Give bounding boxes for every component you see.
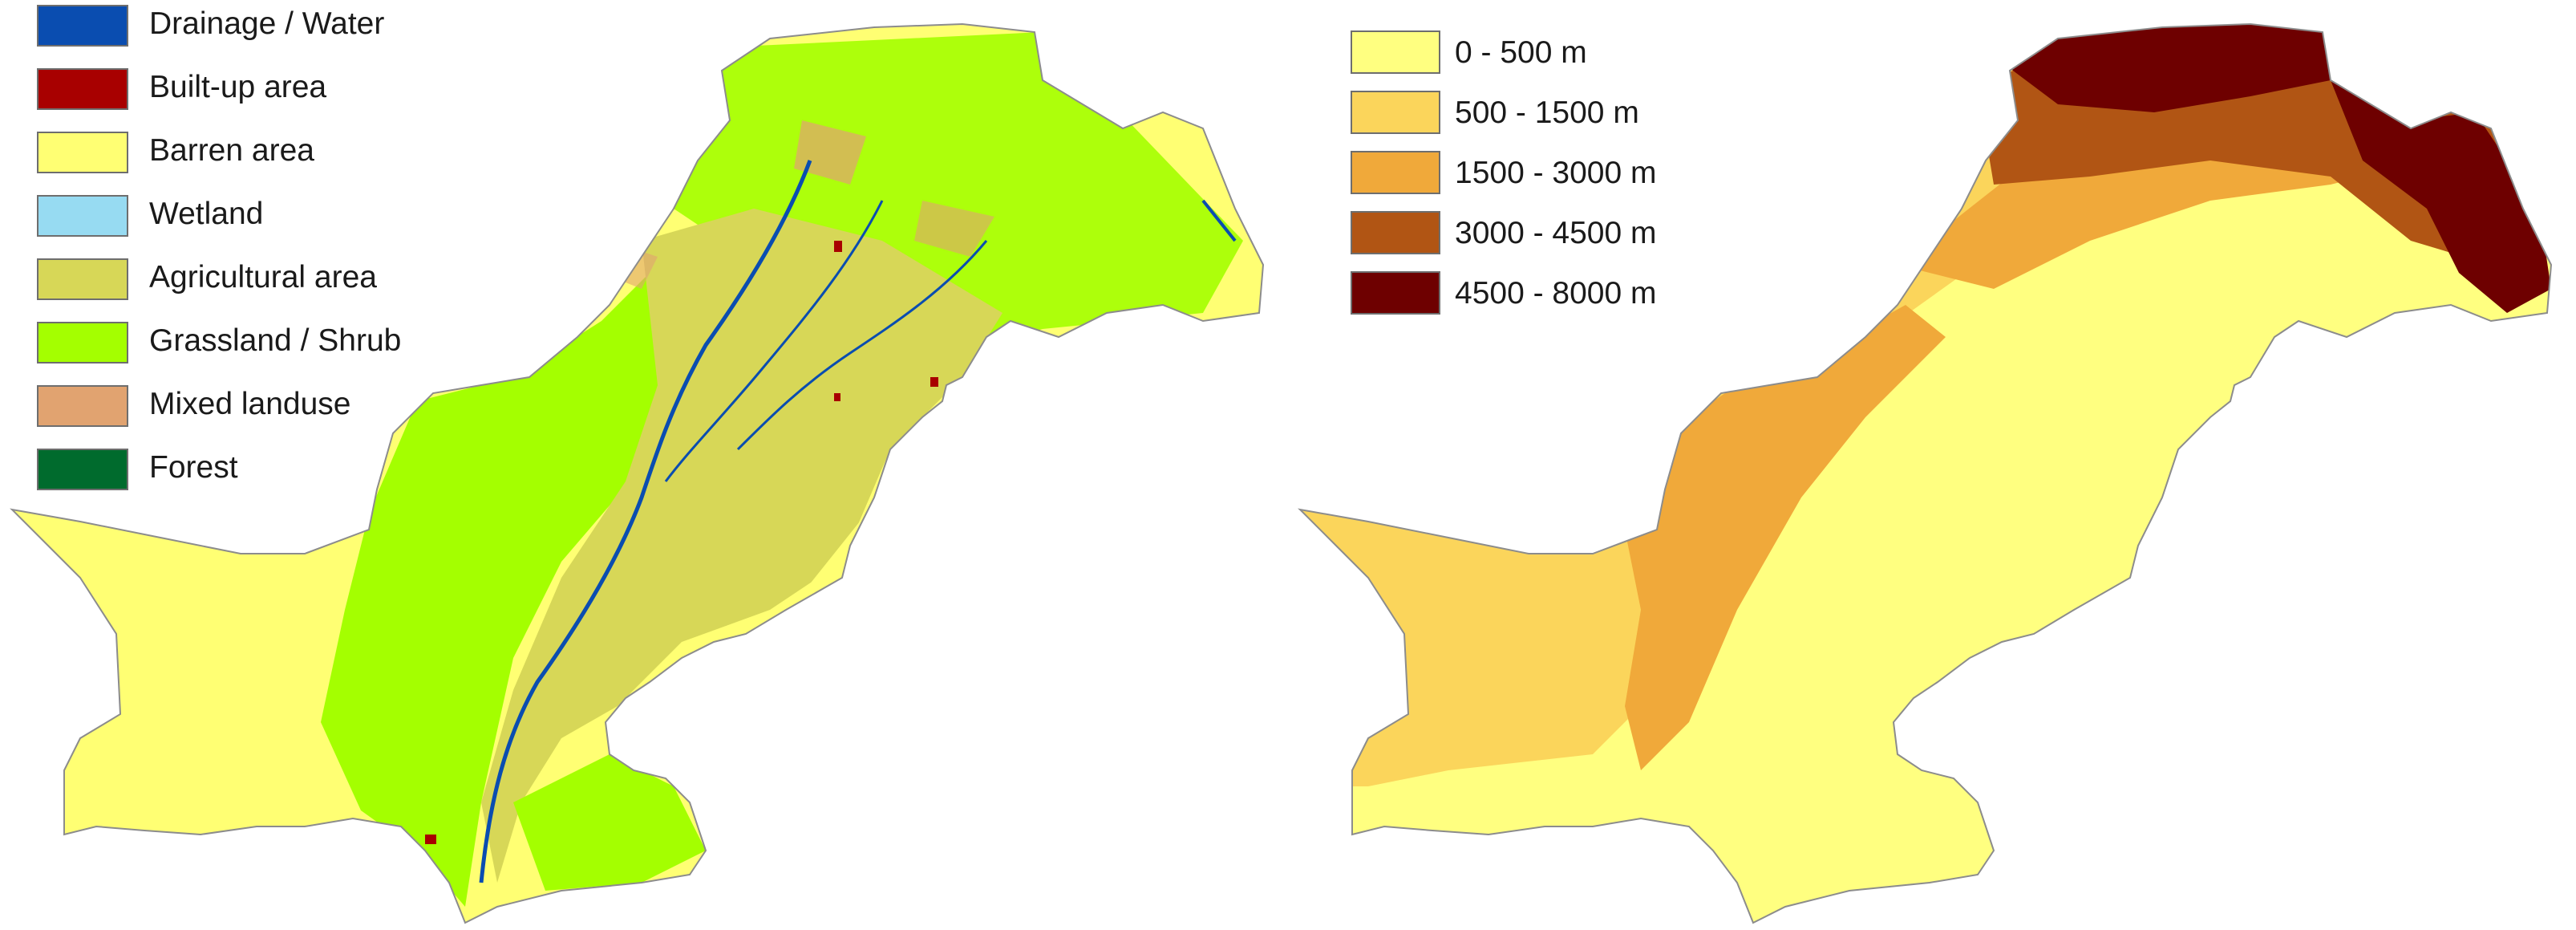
landuse-map	[11, 23, 1264, 924]
legend-label: Built-up area	[149, 70, 327, 104]
legend-label: Agricultural area	[149, 260, 377, 294]
legend-swatch	[1351, 211, 1440, 254]
legend-label: Grassland / Shrub	[149, 323, 402, 358]
legend-label: Forest	[149, 450, 238, 485]
legend-label: 4500 - 8000 m	[1455, 276, 1657, 311]
legend-label: Barren area	[149, 133, 314, 168]
legend-label: Wetland	[149, 197, 264, 231]
legend-swatch	[1351, 91, 1440, 134]
legend-label: 500 - 1500 m	[1455, 95, 1639, 130]
legend-label: 3000 - 4500 m	[1455, 216, 1657, 250]
legend-swatch	[37, 449, 128, 490]
legend-swatch	[37, 322, 128, 363]
legend-swatch	[37, 5, 128, 47]
legend-swatch	[1351, 271, 1440, 315]
legend-label: Drainage / Water	[149, 6, 385, 41]
landuse-map-panel: Drainage / Water Built-up area Barren ar…	[11, 5, 1264, 924]
legend-label: 0 - 500 m	[1455, 35, 1587, 70]
legend-swatch	[37, 195, 128, 237]
legend-label: Mixed landuse	[149, 387, 351, 421]
legend-swatch	[1351, 151, 1440, 194]
elevation-map-panel: 0 - 500 m 500 - 1500 m 1500 - 3000 m 300…	[1288, 0, 2576, 930]
legend-swatch	[37, 132, 128, 173]
legend-swatch	[37, 258, 128, 300]
legend-label: 1500 - 3000 m	[1455, 156, 1657, 190]
elevation-map	[1299, 23, 2552, 924]
legend-swatch	[37, 68, 128, 110]
legend-swatch	[37, 385, 128, 427]
legend-swatch	[1351, 30, 1440, 74]
